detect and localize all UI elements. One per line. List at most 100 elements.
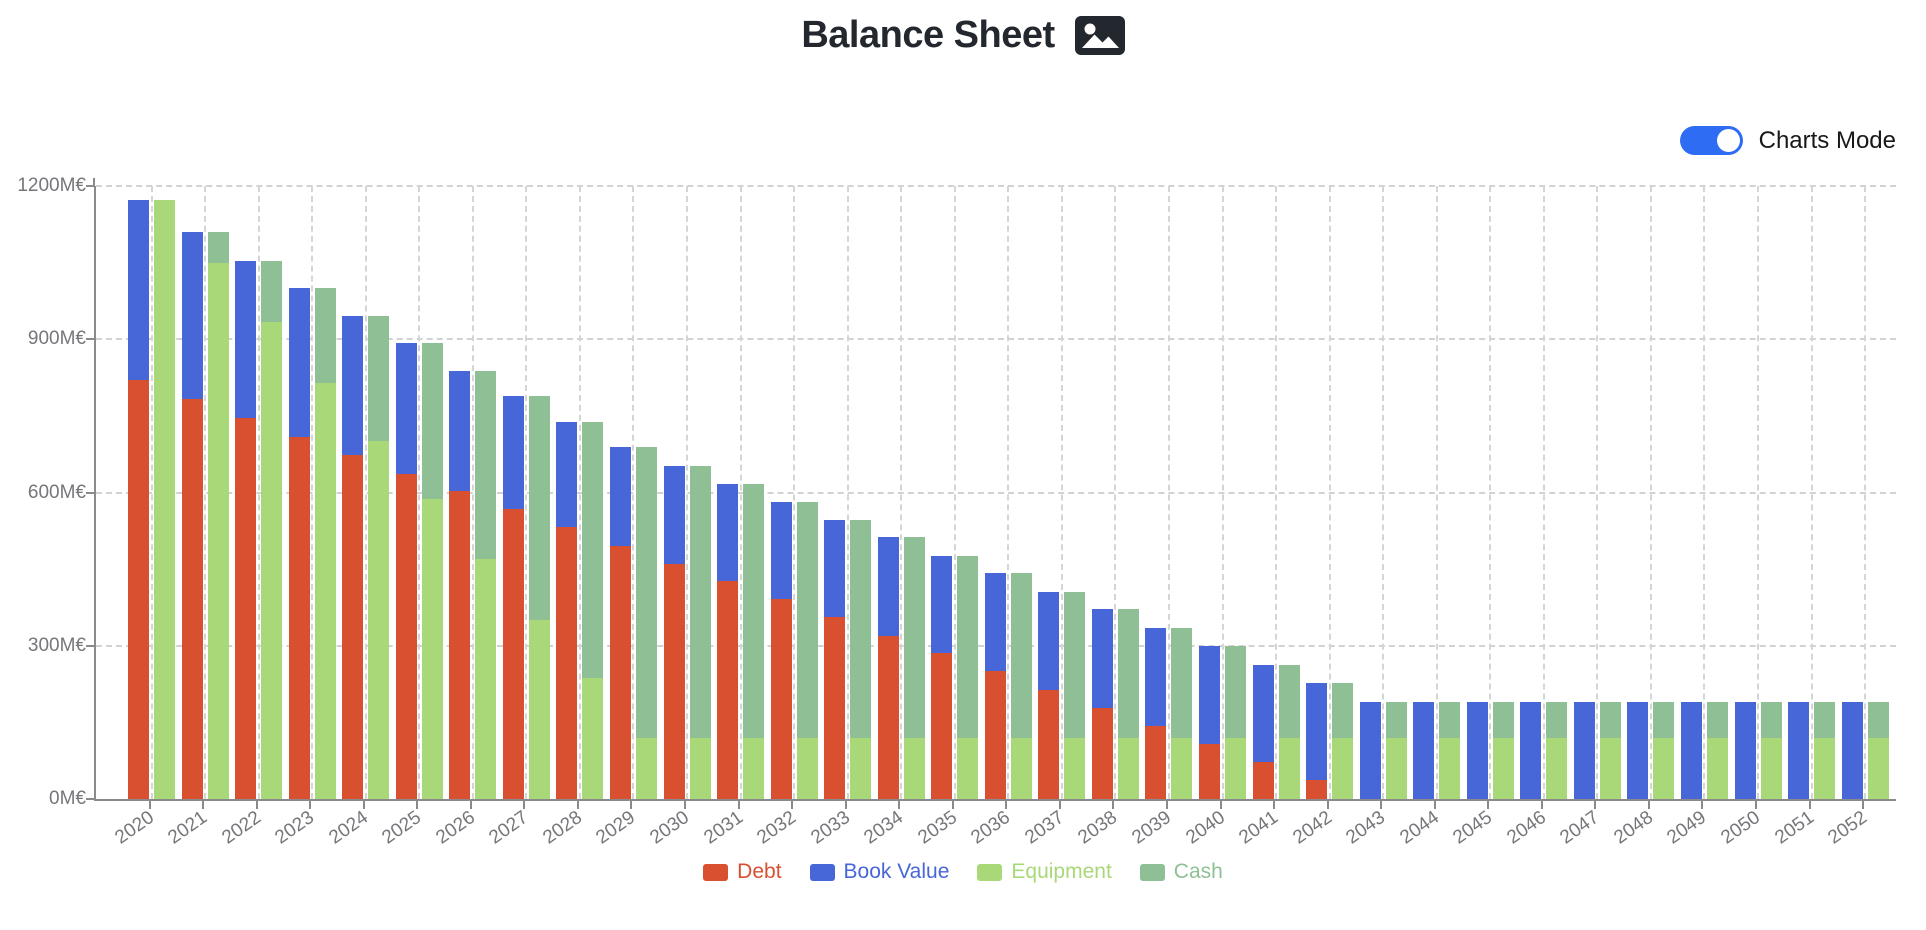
bar-segment-equipment[interactable] xyxy=(1439,737,1461,799)
bar-segment-equipment[interactable] xyxy=(1492,737,1514,799)
bar-segment-book-value[interactable] xyxy=(717,483,739,582)
bar-segment-equipment[interactable] xyxy=(796,737,818,799)
bar-segment-book-value[interactable] xyxy=(449,370,471,492)
bar-segment-book-value[interactable] xyxy=(288,288,310,437)
bar-segment-book-value[interactable] xyxy=(1680,701,1702,799)
bar-segment-book-value[interactable] xyxy=(1038,592,1060,690)
bar-segment-equipment[interactable] xyxy=(1171,737,1193,799)
bar-segment-book-value[interactable] xyxy=(1573,701,1595,799)
bar-segment-cash[interactable] xyxy=(1010,573,1032,738)
bar-segment-equipment[interactable] xyxy=(1814,737,1836,799)
bar-segment-cash[interactable] xyxy=(528,395,550,621)
bar-segment-equipment[interactable] xyxy=(154,200,175,799)
legend-item-book-value[interactable]: Book Value xyxy=(809,860,949,884)
bar-segment-equipment[interactable] xyxy=(1599,737,1621,799)
bar-segment-book-value[interactable] xyxy=(128,200,149,381)
bar-segment-book-value[interactable] xyxy=(395,342,417,474)
bar-segment-book-value[interactable] xyxy=(1306,683,1328,781)
bar-segment-book-value[interactable] xyxy=(609,447,631,546)
bar-segment-cash[interactable] xyxy=(261,261,283,322)
bar-segment-cash[interactable] xyxy=(1706,701,1728,738)
bar-segment-equipment[interactable] xyxy=(582,677,604,799)
bar-segment-book-value[interactable] xyxy=(1359,701,1381,799)
bar-segment-book-value[interactable] xyxy=(1466,701,1488,799)
bar-segment-debt[interactable] xyxy=(1199,744,1220,799)
bar-segment-equipment[interactable] xyxy=(314,383,336,799)
bar-segment-equipment[interactable] xyxy=(1225,737,1246,799)
bar-segment-cash[interactable] xyxy=(743,483,765,738)
bar-segment-cash[interactable] xyxy=(850,520,872,738)
bar-segment-cash[interactable] xyxy=(1599,701,1621,738)
bar-segment-debt[interactable] xyxy=(770,599,792,799)
bar-segment-cash[interactable] xyxy=(582,422,604,678)
bar-segment-debt[interactable] xyxy=(877,635,899,799)
legend-item-cash[interactable]: Cash xyxy=(1139,860,1223,884)
bar-segment-debt[interactable] xyxy=(181,399,203,799)
bar-segment-book-value[interactable] xyxy=(770,502,792,600)
bar-segment-book-value[interactable] xyxy=(1788,701,1810,799)
bar-segment-book-value[interactable] xyxy=(663,465,685,564)
bar-segment-equipment[interactable] xyxy=(1706,737,1728,799)
bar-segment-debt[interactable] xyxy=(1091,708,1113,799)
bar-segment-equipment[interactable] xyxy=(1278,737,1300,799)
bar-segment-debt[interactable] xyxy=(663,563,685,799)
bar-segment-book-value[interactable] xyxy=(556,422,578,528)
bar-segment-book-value[interactable] xyxy=(1252,665,1274,763)
bar-segment-equipment[interactable] xyxy=(1867,737,1889,799)
bar-segment-equipment[interactable] xyxy=(903,737,925,799)
bar-segment-equipment[interactable] xyxy=(1653,737,1675,799)
bar-segment-book-value[interactable] xyxy=(931,555,953,654)
bar-segment-equipment[interactable] xyxy=(1117,737,1139,799)
bar-segment-cash[interactable] xyxy=(368,316,390,442)
bar-segment-cash[interactable] xyxy=(1439,701,1461,738)
bar-segment-cash[interactable] xyxy=(207,231,229,263)
bar-segment-cash[interactable] xyxy=(689,465,711,738)
bar-segment-equipment[interactable] xyxy=(368,441,390,799)
bar-segment-debt[interactable] xyxy=(342,455,364,799)
bar-segment-equipment[interactable] xyxy=(1546,737,1568,799)
bar-segment-debt[interactable] xyxy=(1038,689,1060,799)
legend-item-debt[interactable]: Debt xyxy=(703,860,782,884)
bar-segment-cash[interactable] xyxy=(903,536,925,738)
bar-segment-cash[interactable] xyxy=(1653,701,1675,738)
bar-segment-debt[interactable] xyxy=(556,527,578,799)
bar-segment-equipment[interactable] xyxy=(528,620,550,799)
bar-segment-cash[interactable] xyxy=(314,288,336,384)
bar-segment-book-value[interactable] xyxy=(1145,627,1167,727)
bar-segment-cash[interactable] xyxy=(1760,701,1782,738)
bar-segment-equipment[interactable] xyxy=(1064,737,1086,799)
bar-segment-debt[interactable] xyxy=(502,508,524,799)
bar-segment-equipment[interactable] xyxy=(635,737,657,799)
bar-segment-book-value[interactable] xyxy=(824,520,846,618)
bar-segment-cash[interactable] xyxy=(421,342,443,499)
bar-segment-book-value[interactable] xyxy=(1413,701,1435,799)
legend-item-equipment[interactable]: Equipment xyxy=(977,860,1112,884)
bar-segment-book-value[interactable] xyxy=(1841,701,1863,799)
bar-segment-cash[interactable] xyxy=(1064,592,1086,738)
bar-segment-cash[interactable] xyxy=(1814,701,1836,738)
charts-mode-toggle[interactable] xyxy=(1679,126,1743,155)
bar-segment-cash[interactable] xyxy=(1546,701,1568,738)
bar-segment-book-value[interactable] xyxy=(502,395,524,509)
bar-segment-debt[interactable] xyxy=(395,473,417,799)
bar-segment-debt[interactable] xyxy=(717,581,739,799)
bar-segment-cash[interactable] xyxy=(796,502,818,738)
bar-segment-cash[interactable] xyxy=(1385,701,1407,738)
bar-segment-cash[interactable] xyxy=(1225,645,1246,738)
bar-segment-equipment[interactable] xyxy=(207,262,229,799)
bar-segment-debt[interactable] xyxy=(1306,780,1328,799)
bar-segment-equipment[interactable] xyxy=(261,321,283,799)
bar-segment-cash[interactable] xyxy=(1867,701,1889,738)
bar-segment-cash[interactable] xyxy=(1492,701,1514,738)
bar-segment-cash[interactable] xyxy=(1278,665,1300,738)
bar-segment-cash[interactable] xyxy=(635,447,657,738)
bar-segment-book-value[interactable] xyxy=(181,232,203,400)
bar-segment-cash[interactable] xyxy=(1332,683,1354,738)
bar-segment-debt[interactable] xyxy=(1252,762,1274,799)
bar-segment-cash[interactable] xyxy=(1171,627,1193,738)
bar-segment-equipment[interactable] xyxy=(743,737,765,799)
bar-segment-debt[interactable] xyxy=(984,671,1006,799)
bar-segment-debt[interactable] xyxy=(824,617,846,799)
bar-segment-equipment[interactable] xyxy=(1385,737,1407,799)
bar-segment-debt[interactable] xyxy=(1145,726,1167,799)
